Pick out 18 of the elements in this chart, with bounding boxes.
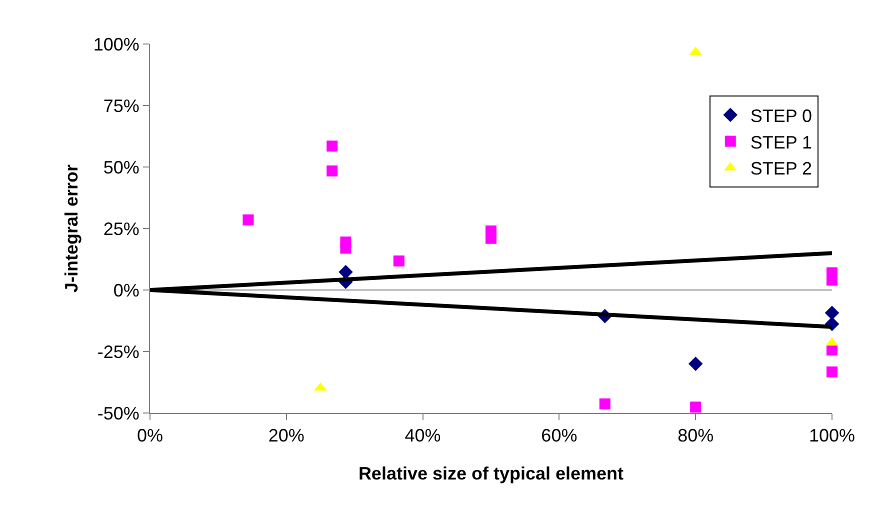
x-axis-title: Relative size of typical element bbox=[358, 464, 624, 484]
y-tick-label: -50% bbox=[97, 403, 140, 424]
x-tick-label: 20% bbox=[268, 426, 304, 446]
y-tick-label: 100% bbox=[93, 34, 140, 54]
x-tick-label: 60% bbox=[541, 426, 578, 446]
y-tick-label: 75% bbox=[103, 96, 140, 116]
y-tick-label: 25% bbox=[103, 218, 140, 239]
y-tick-label: -25% bbox=[97, 342, 140, 362]
y-axis-title: J-integral error bbox=[62, 164, 82, 293]
x-tick-label: 40% bbox=[404, 426, 441, 446]
legend-label: STEP 0 bbox=[750, 106, 812, 126]
x-tick-label: 100% bbox=[808, 426, 856, 446]
y-tick-label: 50% bbox=[103, 157, 140, 178]
x-tick-label: 80% bbox=[678, 426, 714, 446]
legend-label: STEP 2 bbox=[750, 158, 812, 179]
y-tick-label: 0% bbox=[113, 280, 140, 300]
x-tick-label: 0% bbox=[136, 426, 164, 446]
legend-label: STEP 1 bbox=[750, 132, 812, 152]
